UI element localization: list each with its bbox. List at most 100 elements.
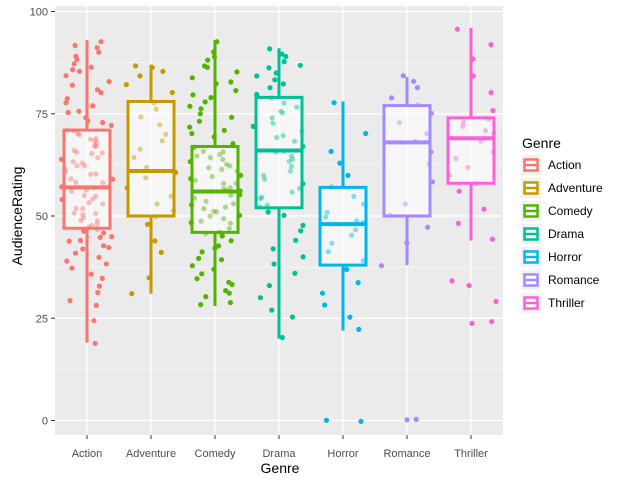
data-point — [226, 279, 232, 285]
data-point — [98, 39, 104, 45]
data-point — [280, 81, 286, 87]
data-point — [96, 254, 102, 260]
data-point — [194, 276, 200, 282]
legend-title: Genre — [522, 135, 561, 151]
data-point — [81, 192, 87, 199]
data-point — [220, 149, 226, 155]
data-point — [94, 226, 100, 233]
data-point — [106, 244, 112, 251]
legend-label: Comedy — [548, 204, 593, 218]
data-point — [478, 138, 484, 144]
data-point — [230, 141, 236, 147]
data-point — [106, 79, 112, 85]
data-point — [76, 68, 83, 74]
data-point — [64, 127, 70, 133]
data-point — [356, 326, 362, 332]
data-point — [486, 116, 492, 122]
data-point — [199, 271, 205, 277]
data-point — [137, 146, 143, 152]
data-point — [88, 171, 94, 178]
data-point — [152, 238, 158, 244]
data-point — [93, 302, 99, 308]
data-point — [236, 212, 243, 218]
data-point — [71, 128, 77, 134]
data-point — [202, 63, 208, 69]
data-point — [489, 236, 495, 242]
data-point — [168, 193, 174, 199]
data-point — [491, 130, 497, 136]
box-iqr — [62, 128, 112, 230]
data-point — [456, 188, 462, 194]
jitter-points — [58, 26, 499, 424]
data-point — [154, 201, 160, 207]
data-point — [79, 160, 85, 166]
data-point — [347, 314, 353, 320]
data-point — [358, 418, 364, 424]
data-point — [259, 194, 265, 200]
data-point — [159, 138, 165, 144]
data-point — [227, 220, 233, 226]
x-axis-title: Genre — [261, 460, 300, 476]
data-point — [192, 177, 198, 183]
data-point — [329, 240, 335, 246]
data-point — [101, 230, 107, 236]
data-point — [216, 243, 222, 249]
data-point — [157, 122, 163, 128]
data-point — [197, 111, 203, 117]
data-point — [218, 257, 225, 263]
data-point — [228, 192, 234, 198]
box-action — [62, 40, 112, 343]
data-point — [75, 131, 81, 137]
data-point — [146, 275, 152, 281]
data-point — [412, 138, 418, 144]
y-tick-label: 100 — [30, 7, 48, 19]
data-point — [108, 122, 114, 128]
data-point — [63, 100, 69, 106]
y-axis-title: AudienceRating — [9, 167, 25, 266]
data-point — [226, 290, 232, 296]
data-point — [70, 67, 76, 73]
box-iqr — [190, 144, 240, 234]
data-point — [404, 240, 410, 246]
data-point — [144, 164, 150, 170]
data-point — [325, 249, 331, 255]
legend-label: Drama — [548, 227, 584, 241]
data-point — [214, 39, 220, 45]
data-point — [91, 318, 97, 324]
data-point — [66, 238, 72, 244]
data-point — [460, 123, 466, 129]
data-point — [266, 65, 272, 71]
data-point — [211, 266, 217, 272]
data-point — [221, 180, 227, 186]
data-point — [149, 64, 155, 71]
data-point — [74, 163, 80, 169]
data-point — [90, 103, 96, 109]
data-point — [221, 127, 227, 133]
data-point — [67, 298, 73, 304]
data-point — [269, 307, 275, 313]
legend-label: Romance — [548, 273, 600, 287]
data-point — [233, 180, 239, 186]
box-thriller — [446, 27, 496, 241]
data-point — [490, 149, 496, 155]
data-point — [269, 95, 275, 101]
data-point — [234, 69, 240, 75]
legend: Genre Action Adventure Comedy Drama Horror Ro… — [521, 135, 603, 313]
data-point — [267, 46, 273, 52]
data-point — [100, 180, 106, 186]
y-tick-label: 50 — [36, 211, 48, 223]
data-point — [103, 261, 109, 267]
data-point — [211, 208, 217, 214]
data-point — [93, 135, 99, 142]
data-point — [300, 222, 306, 228]
data-point — [89, 150, 95, 157]
data-point — [187, 124, 193, 130]
data-point — [189, 75, 195, 81]
data-point — [425, 224, 431, 230]
data-point — [93, 171, 99, 177]
data-point — [213, 81, 219, 87]
y-tick-label: 25 — [36, 313, 48, 325]
data-point — [470, 56, 476, 62]
data-point — [211, 49, 217, 55]
data-point — [201, 206, 207, 212]
